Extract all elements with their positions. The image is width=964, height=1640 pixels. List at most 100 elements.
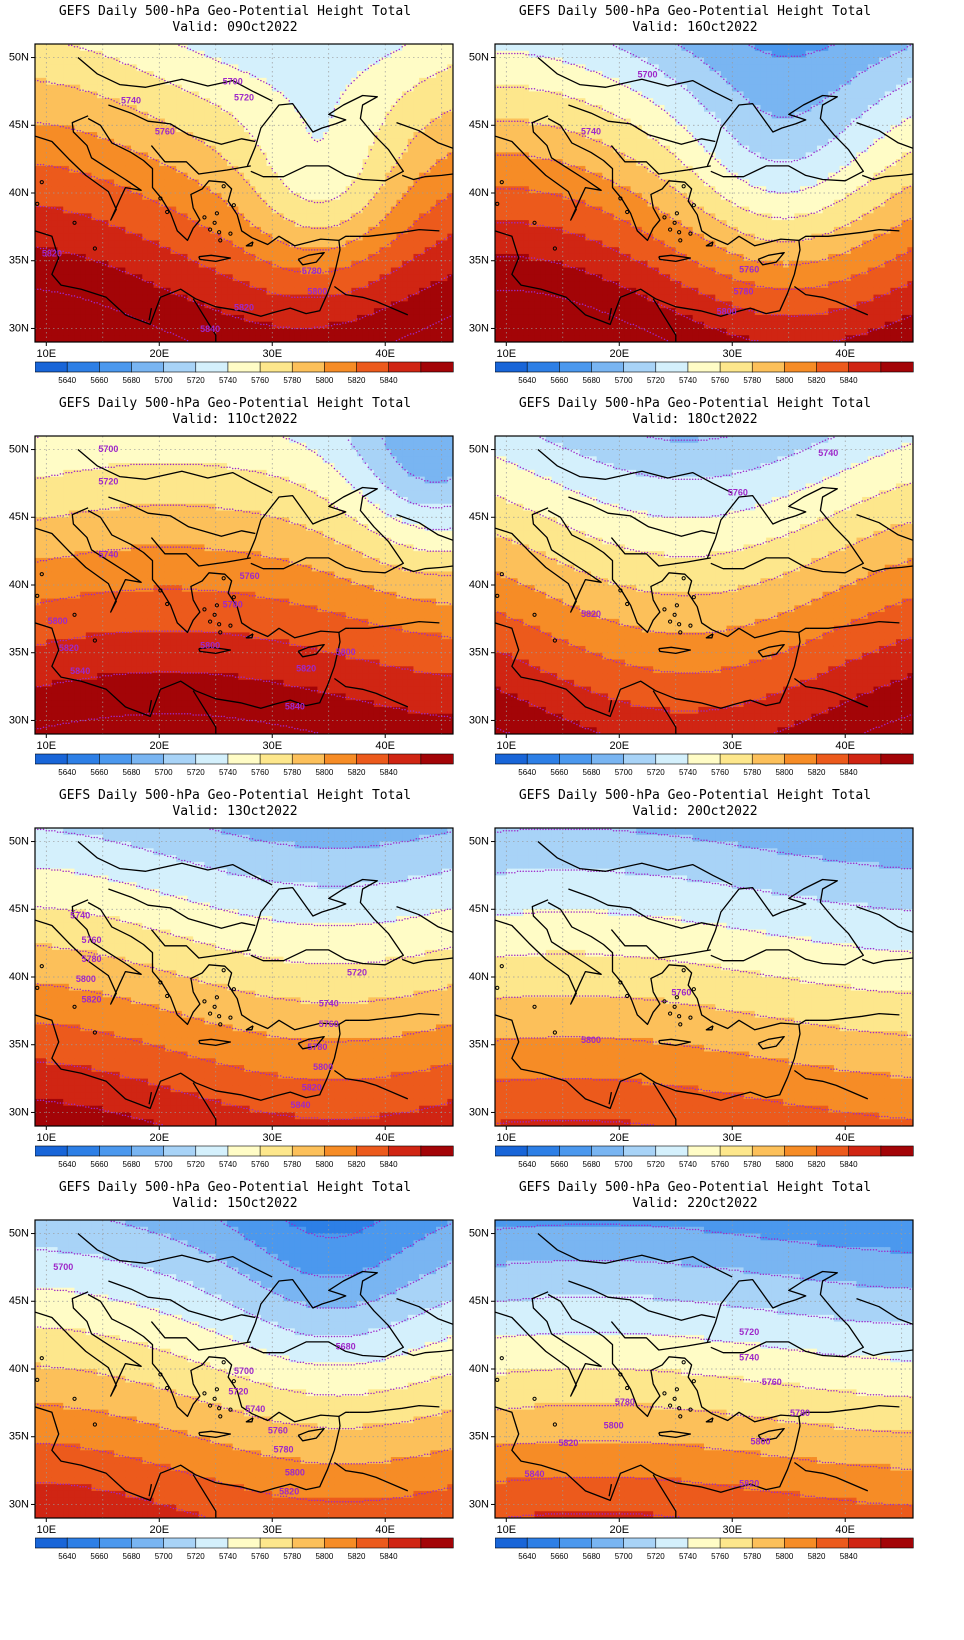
height-field — [495, 828, 913, 1126]
colorbar-swatch — [591, 1145, 625, 1157]
contour-label: 5740 — [319, 998, 339, 1008]
colorbar-label: 5720 — [187, 376, 205, 385]
colorbar-label: 5760 — [251, 1160, 269, 1169]
contour-label: 5700 — [637, 70, 657, 80]
contour-label: 5800 — [285, 1468, 305, 1478]
contour-label: 5800 — [307, 286, 327, 296]
panel-title: GEFS Daily 500-hPa Geo-Potential Height … — [460, 4, 930, 36]
lat-tick-label: 50N — [9, 835, 29, 847]
colorbar-label: 5680 — [583, 768, 601, 777]
lon-tick-label: 30E — [262, 740, 282, 752]
colorbar: 5640 5660 5680 5700 5720 5740 5760 5780 5800 5820… — [495, 1537, 914, 1561]
colorbar-label: 5760 — [251, 1552, 269, 1561]
colorbar-swatch — [163, 1537, 197, 1549]
colorbar-swatch — [131, 361, 165, 373]
map-panel: GEFS Daily 500-hPa Geo-Potential Height … — [0, 784, 470, 1194]
lat-tick-label: 30N — [9, 1106, 29, 1118]
contour-label: 5800 — [750, 1437, 770, 1447]
colorbar-swatch — [880, 1145, 914, 1157]
lat-tick-label: 35N — [469, 255, 489, 267]
colorbar-label: 5800 — [315, 1160, 333, 1169]
lat-tick-label: 50N — [9, 1227, 29, 1239]
colorbar-swatch — [784, 1145, 818, 1157]
colorbar-label: 5840 — [380, 768, 398, 777]
colorbar-swatch — [291, 361, 325, 373]
lon-tick-label: 20E — [609, 1524, 629, 1536]
colorbar-label: 5680 — [123, 1552, 141, 1561]
contour-label: 5800 — [604, 1420, 624, 1430]
contour-label: 5760 — [81, 935, 101, 945]
colorbar-swatch — [526, 361, 560, 373]
contour-label: 5800 — [581, 1035, 601, 1045]
colorbar-swatch — [816, 361, 850, 373]
colorbar-label: 5760 — [711, 376, 729, 385]
colorbar-label: 5640 — [58, 376, 76, 385]
lat-tick-label: 35N — [469, 647, 489, 659]
lat-tick-label: 30N — [9, 1498, 29, 1510]
colorbar-swatch — [227, 361, 261, 373]
contour-label: 5700 — [98, 444, 118, 454]
colorbar-label: 5680 — [123, 1160, 141, 1169]
colorbar-swatch — [163, 753, 197, 765]
colorbar-swatch — [591, 361, 625, 373]
colorbar-swatch — [66, 361, 100, 373]
lat-tick-label: 30N — [9, 714, 29, 726]
panel-title: GEFS Daily 500-hPa Geo-Potential Height … — [0, 788, 470, 820]
panel-title-line: GEFS Daily 500-hPa Geo-Potential Height … — [460, 788, 930, 804]
colorbar-swatch — [324, 1537, 358, 1549]
colorbar-label: 5820 — [348, 1552, 366, 1561]
colorbar-swatch — [495, 1537, 528, 1549]
colorbar-label: 5800 — [775, 1552, 793, 1561]
colorbar-label: 5780 — [283, 376, 301, 385]
lon-tick-label: 40E — [835, 740, 855, 752]
colorbar-label: 5800 — [315, 376, 333, 385]
colorbar-swatch — [163, 1145, 197, 1157]
lat-tick-label: 40N — [9, 187, 29, 199]
lon-tick-label: 30E — [722, 1132, 742, 1144]
colorbar-swatch — [356, 1145, 390, 1157]
contour-label: 5680 — [336, 1342, 356, 1352]
colorbar-label: 5840 — [840, 376, 858, 385]
panel-valid-date: Valid: 15Oct2022 — [0, 1196, 470, 1212]
lat-tick-label: 45N — [9, 1295, 29, 1307]
colorbar-label: 5700 — [615, 1552, 633, 1561]
colorbar-swatch — [591, 753, 625, 765]
contour-label: 5780 — [274, 1445, 294, 1455]
colorbar-swatch — [655, 753, 689, 765]
contour-label: 5820 — [81, 994, 101, 1004]
lat-tick-label: 50N — [469, 835, 489, 847]
colorbar-swatch — [623, 1537, 657, 1549]
contour-label: 5800 — [717, 307, 737, 317]
colorbar-swatch — [848, 361, 882, 373]
colorbar-swatch — [420, 361, 454, 373]
colorbar-swatch — [356, 753, 390, 765]
lon-tick-label: 30E — [262, 1132, 282, 1144]
colorbar-label: 5740 — [679, 1552, 697, 1561]
colorbar-label: 5720 — [187, 1552, 205, 1561]
colorbar-label: 5740 — [679, 1160, 697, 1169]
lat-tick-label: 40N — [9, 1363, 29, 1375]
panel-title-line: GEFS Daily 500-hPa Geo-Potential Height … — [460, 1180, 930, 1196]
lat-tick-label: 45N — [9, 119, 29, 131]
colorbar-swatch — [163, 361, 197, 373]
colorbar-swatch — [131, 1537, 165, 1549]
lat-tick-label: 35N — [9, 647, 29, 659]
colorbar-label: 5720 — [187, 1160, 205, 1169]
contour-label: 5760 — [728, 487, 748, 497]
colorbar-label: 5700 — [615, 1160, 633, 1169]
colorbar-label: 5780 — [283, 1160, 301, 1169]
colorbar-swatch — [559, 1537, 593, 1549]
colorbar-swatch — [687, 361, 721, 373]
map-plot: 5720 5740 5760 5780 5780 5800 5820 5800 5840 5820… — [469, 1219, 914, 1536]
colorbar-label: 5820 — [808, 1160, 826, 1169]
colorbar-swatch — [131, 753, 165, 765]
panel-valid-date: Valid: 18Oct2022 — [460, 412, 930, 428]
colorbar: 5640 5660 5680 5700 5720 5740 5760 5780 5800 5820… — [35, 753, 454, 777]
lon-tick-label: 40E — [835, 348, 855, 360]
map-plot: 5700 5720 5740 5760 5780 5800 5820 5800 5800 5840… — [9, 435, 454, 752]
lon-tick-label: 10E — [497, 740, 517, 752]
colorbar-swatch — [66, 753, 100, 765]
lat-tick-label: 30N — [9, 322, 29, 334]
colorbar-swatch — [655, 361, 689, 373]
colorbar-swatch — [784, 361, 818, 373]
